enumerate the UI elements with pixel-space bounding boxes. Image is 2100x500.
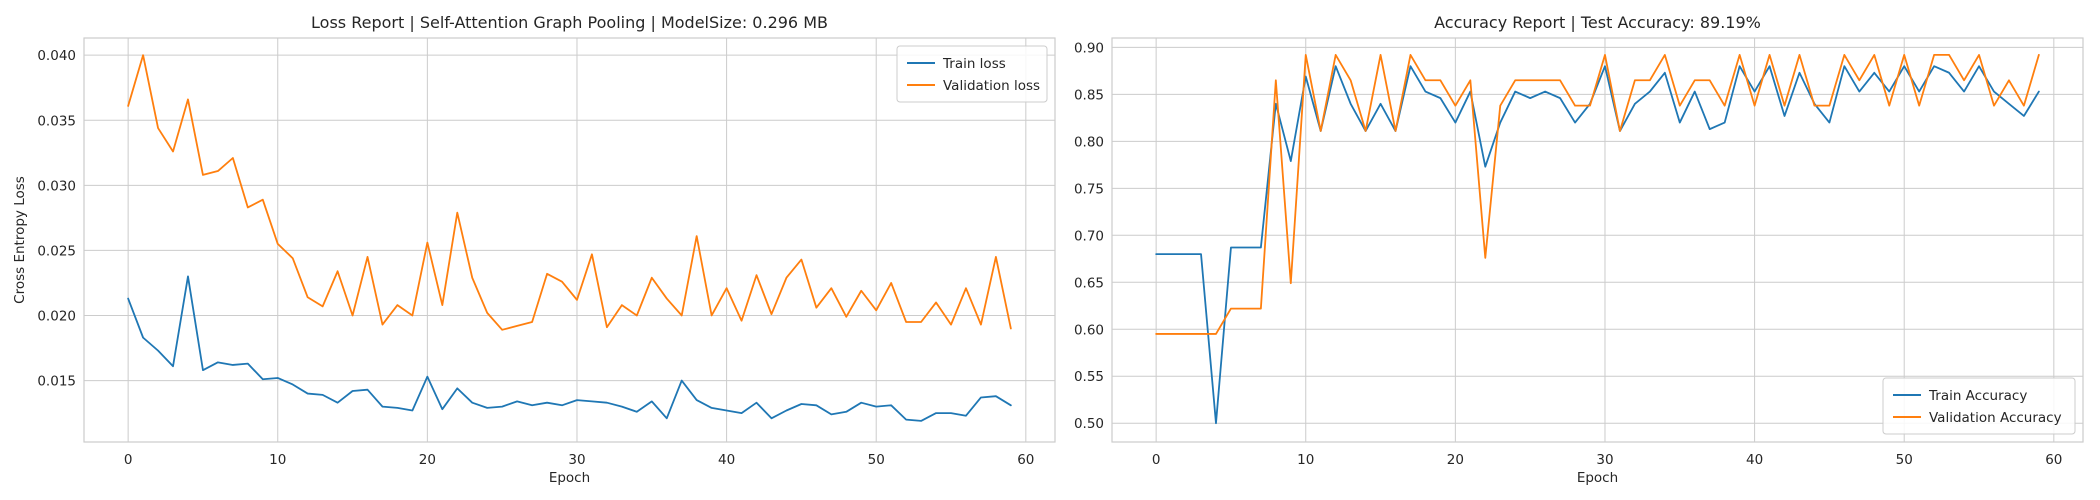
y-tick-label: 0.50 bbox=[1074, 416, 1104, 432]
x-tick-label: 40 bbox=[718, 452, 735, 468]
legend-label: Validation Accuracy bbox=[1929, 410, 2062, 426]
x-tick-label: 10 bbox=[1297, 452, 1314, 468]
y-tick-label: 0.015 bbox=[37, 374, 76, 390]
x-axis-label: Epoch bbox=[549, 470, 590, 486]
y-tick-label: 0.025 bbox=[37, 243, 76, 259]
legend-box bbox=[896, 45, 1048, 103]
x-tick-label: 10 bbox=[269, 452, 286, 468]
series-line-validation-accuracy bbox=[1155, 54, 2040, 335]
x-tick-label: 60 bbox=[2045, 452, 2062, 468]
y-tick-label: 0.55 bbox=[1074, 369, 1104, 385]
x-tick-label: 30 bbox=[568, 452, 585, 468]
x-tick-label: 60 bbox=[1017, 452, 1034, 468]
x-tick-label: 50 bbox=[868, 452, 885, 468]
legend-box bbox=[1882, 377, 2076, 435]
chart-title: Accuracy Report | Test Accuracy: 89.19% bbox=[1434, 13, 1761, 32]
series-line-validation-loss bbox=[127, 54, 1012, 331]
legend: Train Accuracy Validation Accuracy bbox=[1882, 377, 2076, 435]
y-tick-label: 0.90 bbox=[1074, 40, 1104, 56]
y-tick-label: 0.040 bbox=[37, 48, 76, 64]
x-tick-label: 20 bbox=[1447, 452, 1464, 468]
chart-accuracy: 0 10 20 30 40 50 60 0.50 0.55 0.60 0.65 0.70 0.75 0.8… bbox=[1074, 13, 2084, 486]
series-line-train-loss bbox=[127, 275, 1012, 422]
chart-title: Loss Report | Self-Attention Graph Pooli… bbox=[311, 13, 828, 32]
legend-label: Train Accuracy bbox=[1928, 388, 2027, 404]
y-tick-label: 0.85 bbox=[1074, 87, 1104, 103]
x-tick-label: 50 bbox=[1896, 452, 1913, 468]
y-tick-label: 0.020 bbox=[37, 308, 76, 324]
x-tick-label: 0 bbox=[1152, 452, 1161, 468]
x-tick-label: 20 bbox=[419, 452, 436, 468]
legend-label: Train loss bbox=[942, 56, 1006, 72]
y-tick-label: 0.60 bbox=[1074, 322, 1104, 338]
y-tick-label: 0.80 bbox=[1074, 134, 1104, 150]
chart-loss: 0 10 20 30 40 50 60 0.015 0.020 0.025 0.030 0.035 0.… bbox=[12, 13, 1056, 486]
plot-frame bbox=[83, 37, 1056, 443]
y-tick-label: 0.035 bbox=[37, 113, 76, 129]
x-tick-label: 40 bbox=[1746, 452, 1763, 468]
y-tick-label: 0.65 bbox=[1074, 275, 1104, 291]
y-tick-label: 0.75 bbox=[1074, 181, 1104, 197]
y-tick-label: 0.030 bbox=[37, 178, 76, 194]
y-axis-label: Cross Entropy Loss bbox=[12, 176, 28, 304]
x-tick-label: 0 bbox=[124, 452, 133, 468]
y-tick-label: 0.70 bbox=[1074, 228, 1104, 244]
legend-label: Validation loss bbox=[943, 78, 1040, 94]
x-tick-label: 30 bbox=[1596, 452, 1613, 468]
x-axis-label: Epoch bbox=[1577, 470, 1618, 486]
legend: Train loss Validation loss bbox=[896, 45, 1048, 103]
plot-frame bbox=[1111, 37, 2084, 443]
